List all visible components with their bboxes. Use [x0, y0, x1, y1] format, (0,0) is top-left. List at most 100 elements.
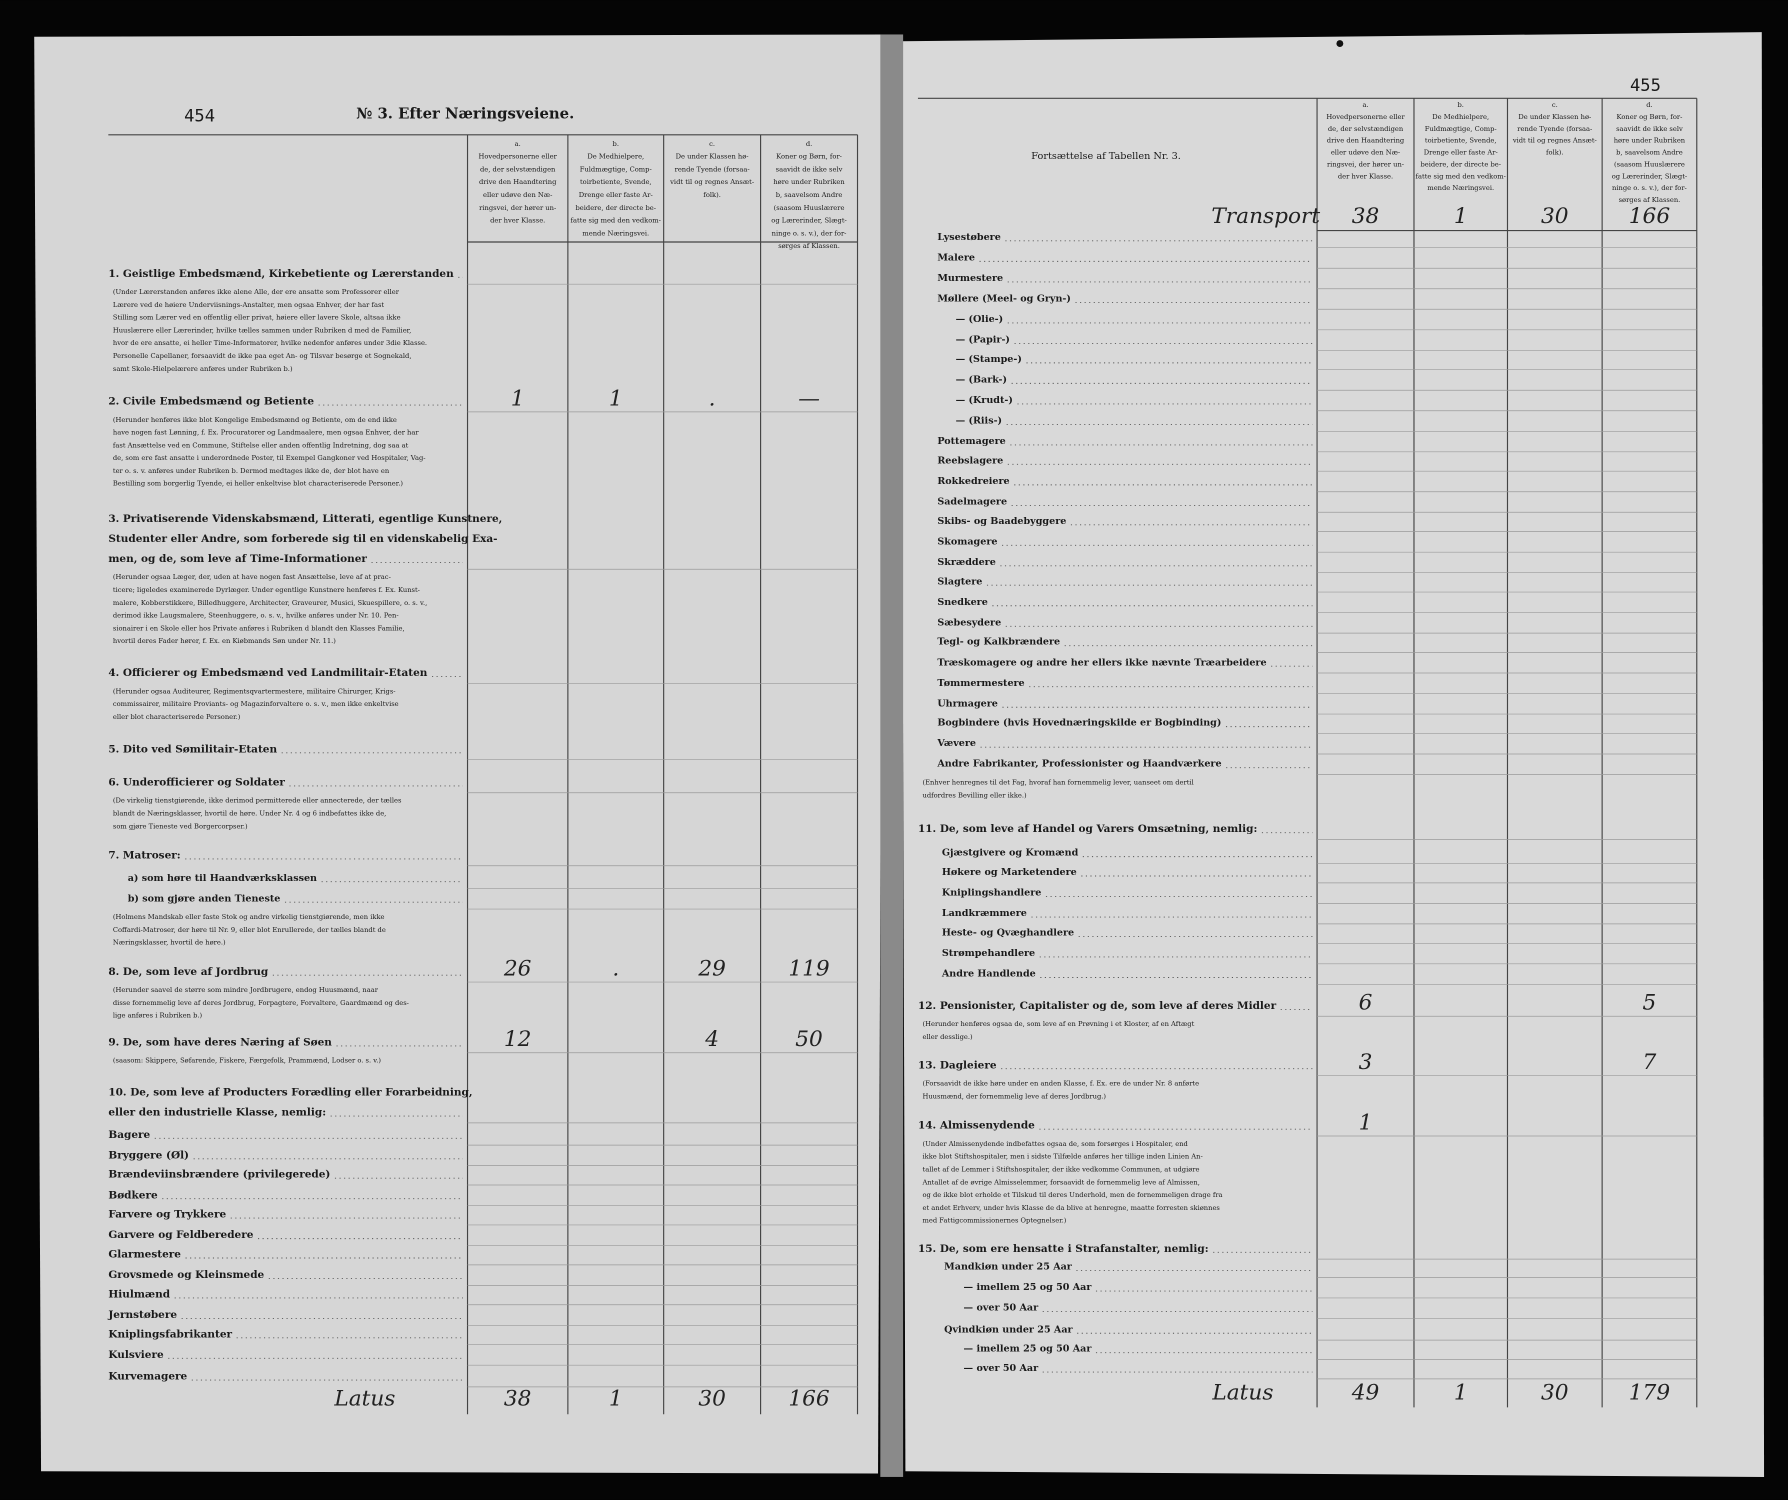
- column-header: sørges af Klassen.: [1619, 196, 1681, 204]
- row-label: Studenter eller Andre, som forberede sig…: [108, 533, 497, 545]
- form-subtitle: Fortsættelse af Tabellen Nr. 3.: [1031, 151, 1181, 162]
- column-header: mende Næringsvei.: [1427, 184, 1494, 192]
- column-header: ninge o. s. v.), der for-: [1612, 184, 1687, 192]
- row-label: — (Bark-): [956, 374, 1007, 385]
- row-note: disse fornemmelig leve af deres Jordbrug…: [113, 999, 409, 1007]
- row-note: eller blot characteriserede Personer.): [113, 713, 241, 721]
- row-note: eller desslige.): [923, 1033, 973, 1041]
- row-label: Hiulmænd: [108, 1288, 170, 1300]
- column-header: (saasom Huuslærere: [774, 204, 845, 212]
- column-header: De under Klassen hø-: [676, 153, 749, 161]
- column-header: Koner og Børn, for-: [776, 153, 842, 161]
- row-label: Kurvemagere: [108, 1371, 187, 1383]
- row-label: 13. Dagleiere: [918, 1059, 997, 1071]
- column-header: saavidt de ikke selv: [1616, 125, 1683, 133]
- row-note: malere, Kobberstikkere, Billedhuggere, A…: [113, 599, 427, 607]
- row-note: (Enhver henregnes til det Fag, hvoraf ha…: [923, 778, 1194, 786]
- column-header: toirbetiente, Svende,: [580, 178, 652, 186]
- column-header: Drenge eller faste Ar-: [1424, 149, 1498, 157]
- row-label: — imellem 25 og 50 Aar: [964, 1344, 1093, 1355]
- row-label: 14. Almissenydende: [918, 1120, 1035, 1132]
- row-label: Skibs- og Baadebyggere: [937, 516, 1066, 527]
- form-title: № 3. Efter Næringsveiene.: [356, 105, 574, 122]
- row-label: Murmestere: [937, 273, 1003, 284]
- row-label: Kniplingshandlere: [942, 888, 1042, 899]
- column-header: b, saavelsom Andre: [776, 191, 843, 199]
- total-label: Latus: [1211, 1381, 1273, 1406]
- handwritten-value: .: [612, 957, 619, 982]
- row-note: Personelle Capellaner, forsaavidt de ikk…: [113, 352, 412, 360]
- handwritten-value: 38: [1352, 204, 1380, 229]
- column-header: Fuldmægtige, Comp-: [580, 165, 652, 173]
- column-header: b, saavelsom Andre: [1616, 149, 1683, 157]
- column-header: der hver Klasse.: [490, 217, 545, 225]
- row-note: lige anføres i Rubriken b.): [113, 1012, 203, 1020]
- row-note: sionairer i en Skole eller hos Private a…: [113, 624, 405, 632]
- row-label: Tømmermestere: [937, 678, 1024, 689]
- row-label: 7. Matroser:: [108, 849, 180, 861]
- column-header: Fuldmægtige, Comp-: [1425, 125, 1497, 133]
- row-label: Pottemagere: [937, 436, 1005, 447]
- column-header: d.: [806, 140, 812, 148]
- left-page-paper: [34, 34, 884, 1474]
- row-note: fast Ansættelse ved en Commune, Stiftels…: [113, 441, 409, 449]
- handwritten-value: 5: [1643, 991, 1657, 1016]
- row-note: (Forsaavidt de ikke høre under en anden …: [923, 1080, 1200, 1088]
- handwritten-value: 1: [511, 386, 525, 411]
- right-page-paper: [900, 32, 1765, 1477]
- handwritten-value: —: [798, 386, 820, 411]
- column-header: d.: [1646, 101, 1652, 109]
- row-note: Stilling som Lærer ved en offentlig elle…: [113, 314, 401, 322]
- row-label: Sadelmagere: [937, 496, 1007, 507]
- handwritten-total: 30: [1541, 1381, 1569, 1406]
- column-header: beidere, der directe be-: [575, 204, 656, 212]
- row-label: Mandkiøn under 25 Aar: [944, 1262, 1073, 1273]
- row-label: Træskomagere og andre her ellers ikke næ…: [937, 657, 1266, 668]
- ink-spot: [1336, 40, 1344, 48]
- row-note: (Herunder ogsaa Læger, der, uden at have…: [113, 573, 391, 581]
- handwritten-value: 6: [1359, 991, 1373, 1016]
- column-header: rende Tyende (forsaa-: [675, 165, 750, 173]
- column-header: De under Klassen hø-: [1518, 113, 1591, 121]
- row-label: Kniplingsfabrikanter: [108, 1328, 232, 1340]
- column-header: fatte sig med den vedkom-: [571, 217, 661, 225]
- row-label: Skomagere: [937, 536, 997, 547]
- column-header: De Medhielpere,: [1432, 113, 1489, 121]
- row-label: 11. De, som leve af Handel og Varers Oms…: [918, 823, 1257, 835]
- row-label: 5. Dito ved Sømilitair-Etaten: [108, 743, 277, 755]
- row-label: Heste- og Qvæghandlere: [942, 928, 1074, 939]
- row-note: og de ikke blot erholde et Tilskud til d…: [923, 1191, 1223, 1199]
- column-header: toirbetiente, Svende,: [1425, 137, 1497, 145]
- handwritten-total: 49: [1351, 1381, 1380, 1406]
- column-header: der hver Klasse.: [1338, 172, 1393, 180]
- row-note: (Under Lærerstanden anføres ikke alene A…: [113, 288, 400, 296]
- column-header: fatte sig med den vedkom-: [1416, 172, 1506, 180]
- row-label: eller den industrielle Klasse, nemlig:: [108, 1107, 326, 1119]
- row-note: Huusmænd, der fornemmelig leve af deres …: [923, 1092, 1107, 1100]
- row-label: 6. Underofficierer og Soldater: [108, 776, 285, 788]
- row-label: Slagtere: [937, 576, 982, 587]
- row-note: Lærere ved de høiere Underviisnings-Anst…: [113, 301, 385, 309]
- row-label: Grovsmede og Kleinsmede: [108, 1269, 264, 1281]
- row-note: commissairer, militaire Proviants- og Ma…: [113, 700, 399, 708]
- row-note: (Holmens Mandskab eller faste Stok og an…: [113, 913, 385, 921]
- column-header: ninge o. s. v.), der for-: [772, 229, 847, 237]
- handwritten-value: 3: [1359, 1050, 1373, 1075]
- handwritten-value: 1: [609, 386, 623, 411]
- row-label: — (Krudt-): [956, 395, 1013, 406]
- handwritten-total: 179: [1629, 1381, 1671, 1406]
- row-note: Næringsklasser, hvortil de høre.): [113, 939, 226, 947]
- row-note: (De virkelig tienstgiørende, ikke derimo…: [113, 797, 402, 805]
- row-note: (Herunder ogsaa Auditeurer, Regimentsqva…: [113, 687, 396, 695]
- page-number: 455: [1630, 76, 1661, 96]
- handwritten-total: 1: [1454, 1381, 1468, 1406]
- row-label: Bødkere: [108, 1189, 158, 1201]
- handwritten-total: 30: [698, 1386, 726, 1411]
- row-note: (Under Almissenydende indbefattes ogsaa …: [923, 1140, 1189, 1148]
- handwritten-value: 26: [503, 957, 532, 982]
- column-header: b.: [1458, 101, 1464, 109]
- row-note: de, som ere fast ansatte i underordnede …: [113, 454, 426, 462]
- column-header: saavidt de ikke selv: [776, 165, 843, 173]
- row-label: Qvindkiøn under 25 Aar: [944, 1324, 1073, 1335]
